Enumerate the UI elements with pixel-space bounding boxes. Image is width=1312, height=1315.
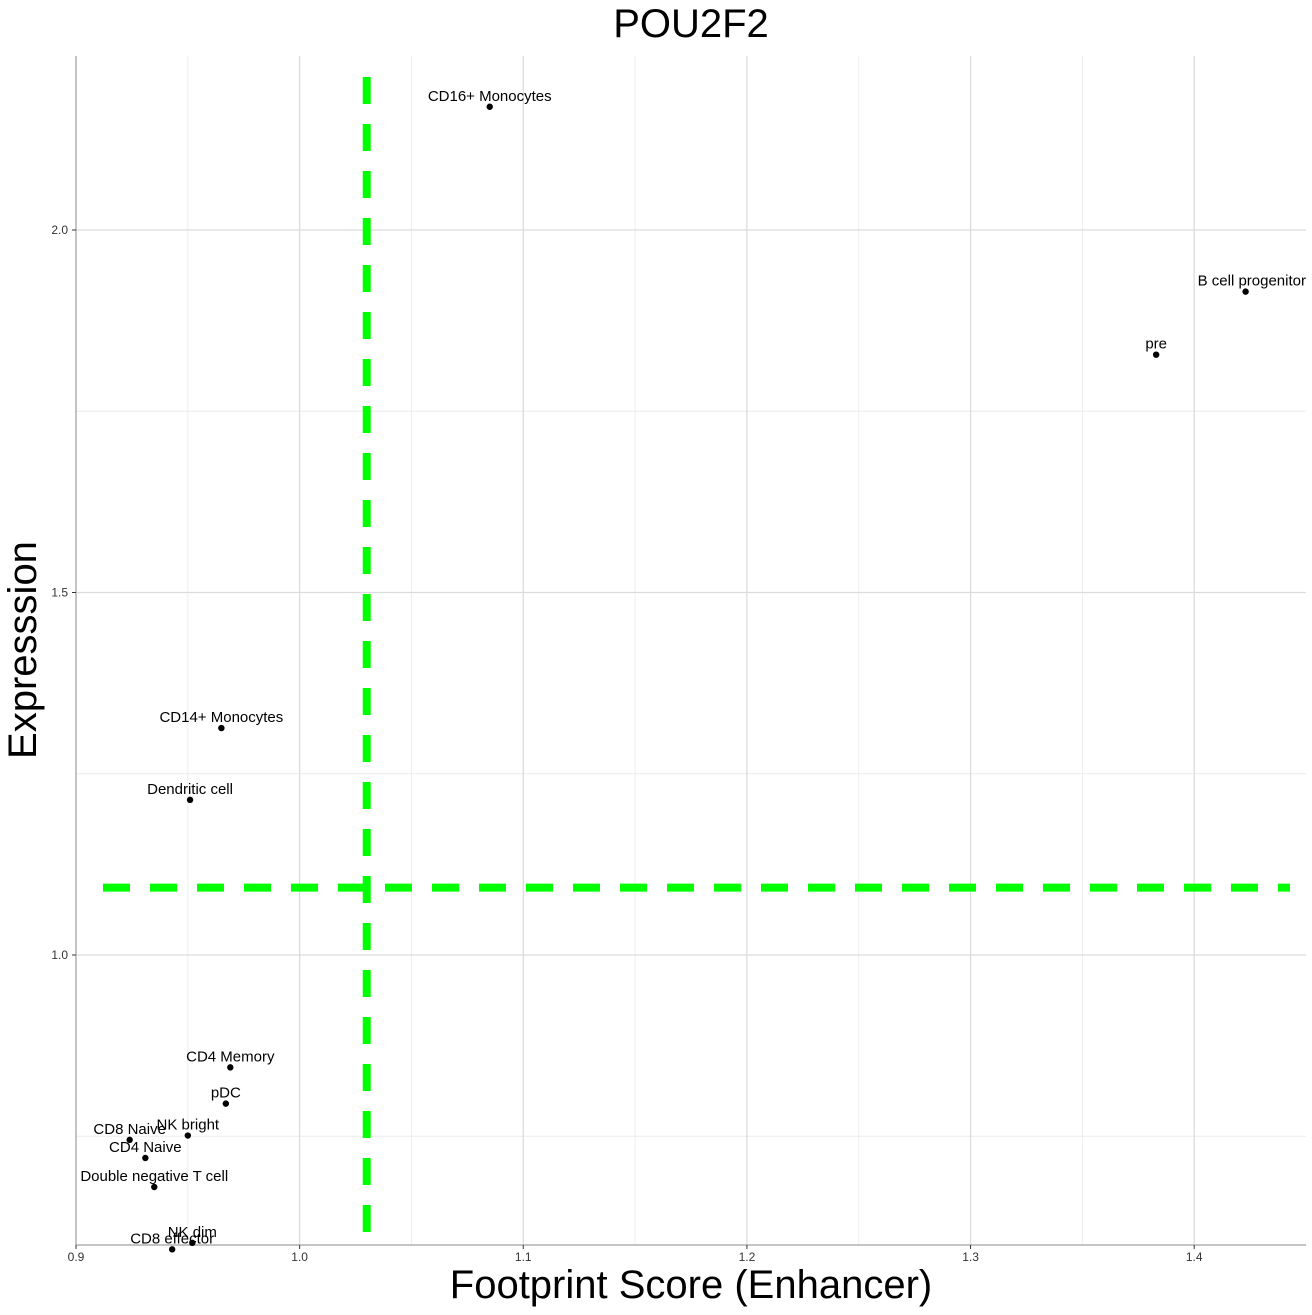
x-tick-label: 1.2 <box>739 1250 756 1264</box>
data-point-label: pDC <box>211 1085 241 1102</box>
y-tick-label: 1.0 <box>51 948 68 962</box>
x-tick-label: 1.1 <box>515 1250 532 1264</box>
data-points <box>126 103 1249 1253</box>
data-point-label: CD4 Memory <box>186 1048 275 1065</box>
data-point <box>168 1246 176 1253</box>
y-axis-title: Expresssion <box>1 541 45 759</box>
axes: 0.9 1.0 1.1 1.2 1.3 1.4 1.0 1.5 2.0 <box>51 56 1306 1264</box>
data-point-label: NK bright <box>157 1117 220 1134</box>
data-point <box>227 1064 234 1071</box>
data-point <box>189 1239 196 1247</box>
data-point <box>126 1136 133 1144</box>
data-point <box>1152 351 1160 358</box>
data-point-labels: CD16+ Monocytes B cell progenitor pre CD14+… <box>80 88 1306 1248</box>
data-point <box>142 1154 149 1162</box>
x-tick-label: 1.4 <box>1186 1250 1203 1264</box>
reference-lines <box>103 77 1290 1245</box>
data-point <box>186 796 194 804</box>
x-axis-title: Footprint Score (Enhancer) <box>450 1263 932 1307</box>
data-point-label: B cell progenitor <box>1198 273 1306 290</box>
x-tick-label: 1.3 <box>962 1250 979 1264</box>
data-point-label: Double negative T cell <box>80 1168 228 1185</box>
data-point <box>222 1100 230 1107</box>
grid <box>76 56 1306 1245</box>
data-point-label: Dendritic cell <box>147 781 233 798</box>
y-tick-label: 2.0 <box>51 223 68 237</box>
data-point <box>486 103 493 110</box>
chart-title: POU2F2 <box>613 2 769 46</box>
x-tick-label: 0.9 <box>68 1250 85 1264</box>
data-point-label: CD14+ Monocytes <box>159 709 283 726</box>
data-point-label: CD16+ Monocytes <box>428 88 552 105</box>
data-point-label: CD4 Naive <box>109 1139 182 1156</box>
data-point-label: NK dim <box>168 1224 217 1241</box>
data-point <box>184 1132 192 1139</box>
data-point-label: CD8 Naive <box>93 1121 166 1138</box>
x-tick-label: 1.0 <box>291 1250 308 1264</box>
data-point-label: CD8 effector <box>130 1230 214 1247</box>
data-point <box>218 724 225 732</box>
data-point-label: pre <box>1145 336 1167 353</box>
y-tick-label: 1.5 <box>51 586 68 600</box>
data-point <box>1242 288 1249 295</box>
data-point <box>151 1183 158 1191</box>
